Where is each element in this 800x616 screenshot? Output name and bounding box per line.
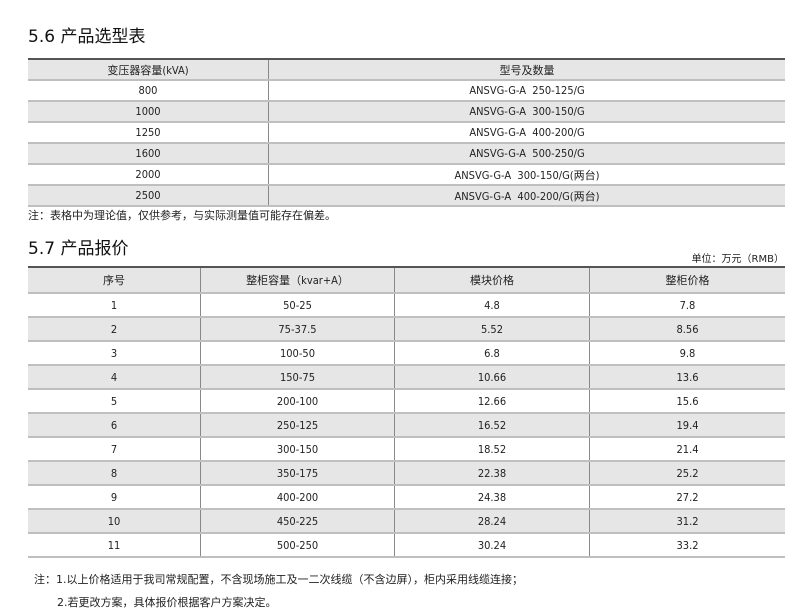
table-cell: 4.8	[394, 293, 590, 318]
pricing-note-1: 注：1.以上价格适用于我司常规配置，不含现场施工及一二次线缆（不含边屏），柜内采…	[34, 573, 523, 586]
table-row: 6 250-125 16.52 19.4	[28, 413, 785, 438]
table-cell: 33.2	[589, 533, 785, 558]
table-cell: ANSVG-G-A 300-150/G(两台)	[268, 164, 785, 186]
table-cell: 2000	[28, 164, 269, 186]
table-cell: 100-50	[200, 341, 395, 366]
table-cell: 30.24	[394, 533, 590, 558]
table-row: 7 300-150 18.52 21.4	[28, 437, 785, 462]
table-cell: ANSVG-G-A 400-200/G(两台)	[268, 185, 785, 207]
pricing-table: 序号 整柜容量（kvar+A） 模块价格 整柜价格 1 50-25 4.8 7.8 2 7…	[28, 266, 785, 558]
table-row: 1000 ANSVG-G-A 300-150/G	[28, 101, 785, 123]
table-cell: 250-125	[200, 413, 395, 438]
selection-table: 变压器容量(kVA) 型号及数量 800 ANSVG-G-A 250-125/G 1…	[28, 58, 785, 207]
table-cell: 1	[28, 293, 201, 318]
section-title-pricing: 5.7 产品报价	[28, 239, 129, 259]
table-cell: 150-75	[200, 365, 395, 390]
table-cell: 75-37.5	[200, 317, 395, 342]
column-header: 模块价格	[394, 267, 590, 294]
table-cell: 21.4	[589, 437, 785, 462]
table-cell: 25.2	[589, 461, 785, 486]
table-row: 5 200-100 12.66 15.6	[28, 389, 785, 414]
table-cell: 15.6	[589, 389, 785, 414]
column-header: 整柜价格	[589, 267, 785, 294]
table-row: 800 ANSVG-G-A 250-125/G	[28, 80, 785, 102]
table-row: 9 400-200 24.38 27.2	[28, 485, 785, 510]
table-cell: 5	[28, 389, 201, 414]
table-cell: 19.4	[589, 413, 785, 438]
column-header: 整柜容量（kvar+A）	[200, 267, 395, 294]
table-row: 11 500-250 30.24 33.2	[28, 533, 785, 558]
column-header: 序号	[28, 267, 201, 294]
table-row: 2 75-37.5 5.52 8.56	[28, 317, 785, 342]
table-cell: 13.6	[589, 365, 785, 390]
table-cell: 200-100	[200, 389, 395, 414]
table-cell: 7.8	[589, 293, 785, 318]
table-row: 3 100-50 6.8 9.8	[28, 341, 785, 366]
unit-label: 单位：万元（RMB）	[691, 254, 784, 265]
table-row: 1 50-25 4.8 7.8	[28, 293, 785, 318]
table-cell: 16.52	[394, 413, 590, 438]
table-cell: 10.66	[394, 365, 590, 390]
table-cell: 27.2	[589, 485, 785, 510]
table-cell: 24.38	[394, 485, 590, 510]
table-cell: 450-225	[200, 509, 395, 534]
table-cell: 22.38	[394, 461, 590, 486]
table-row: 8 350-175 22.38 25.2	[28, 461, 785, 486]
table-cell: 9.8	[589, 341, 785, 366]
table-cell: 28.24	[394, 509, 590, 534]
table-cell: 400-200	[200, 485, 395, 510]
table-cell: 6.8	[394, 341, 590, 366]
table-cell: 8	[28, 461, 201, 486]
table-cell: 1000	[28, 101, 269, 123]
table-cell: 350-175	[200, 461, 395, 486]
table-cell: 12.66	[394, 389, 590, 414]
table-cell: 800	[28, 80, 269, 102]
table-cell: 1250	[28, 122, 269, 144]
table-cell: 2500	[28, 185, 269, 207]
table-cell: 50-25	[200, 293, 395, 318]
table-cell: 11	[28, 533, 201, 558]
pricing-note-2: 2.若更改方案，具体报价根据客户方案决定。	[57, 596, 277, 609]
table-row: 2000 ANSVG-G-A 300-150/G(两台)	[28, 164, 785, 186]
table-cell: ANSVG-G-A 400-200/G	[268, 122, 785, 144]
selection-note: 注：表格中为理论值，仅供参考，与实际测量值可能存在偏差。	[28, 209, 336, 222]
column-header: 变压器容量(kVA)	[28, 59, 269, 81]
table-row: 10 450-225 28.24 31.2	[28, 509, 785, 534]
table-cell: 9	[28, 485, 201, 510]
table-cell: 6	[28, 413, 201, 438]
table-cell: 3	[28, 341, 201, 366]
table-cell: 5.52	[394, 317, 590, 342]
table-cell: ANSVG-G-A 250-125/G	[268, 80, 785, 102]
table-cell: ANSVG-G-A 500-250/G	[268, 143, 785, 165]
table-row: 1600 ANSVG-G-A 500-250/G	[28, 143, 785, 165]
section-title-selection: 5.6 产品选型表	[28, 27, 146, 47]
table-cell: 7	[28, 437, 201, 462]
table-cell: 500-250	[200, 533, 395, 558]
column-header: 型号及数量	[268, 59, 785, 81]
table-cell: 4	[28, 365, 201, 390]
table-cell: ANSVG-G-A 300-150/G	[268, 101, 785, 123]
table-cell: 8.56	[589, 317, 785, 342]
table-cell: 2	[28, 317, 201, 342]
table-row: 1250 ANSVG-G-A 400-200/G	[28, 122, 785, 144]
table-cell: 31.2	[589, 509, 785, 534]
table-row: 4 150-75 10.66 13.6	[28, 365, 785, 390]
table-cell: 18.52	[394, 437, 590, 462]
table-row: 2500 ANSVG-G-A 400-200/G(两台)	[28, 185, 785, 207]
table-cell: 300-150	[200, 437, 395, 462]
table-cell: 1600	[28, 143, 269, 165]
table-cell: 10	[28, 509, 201, 534]
